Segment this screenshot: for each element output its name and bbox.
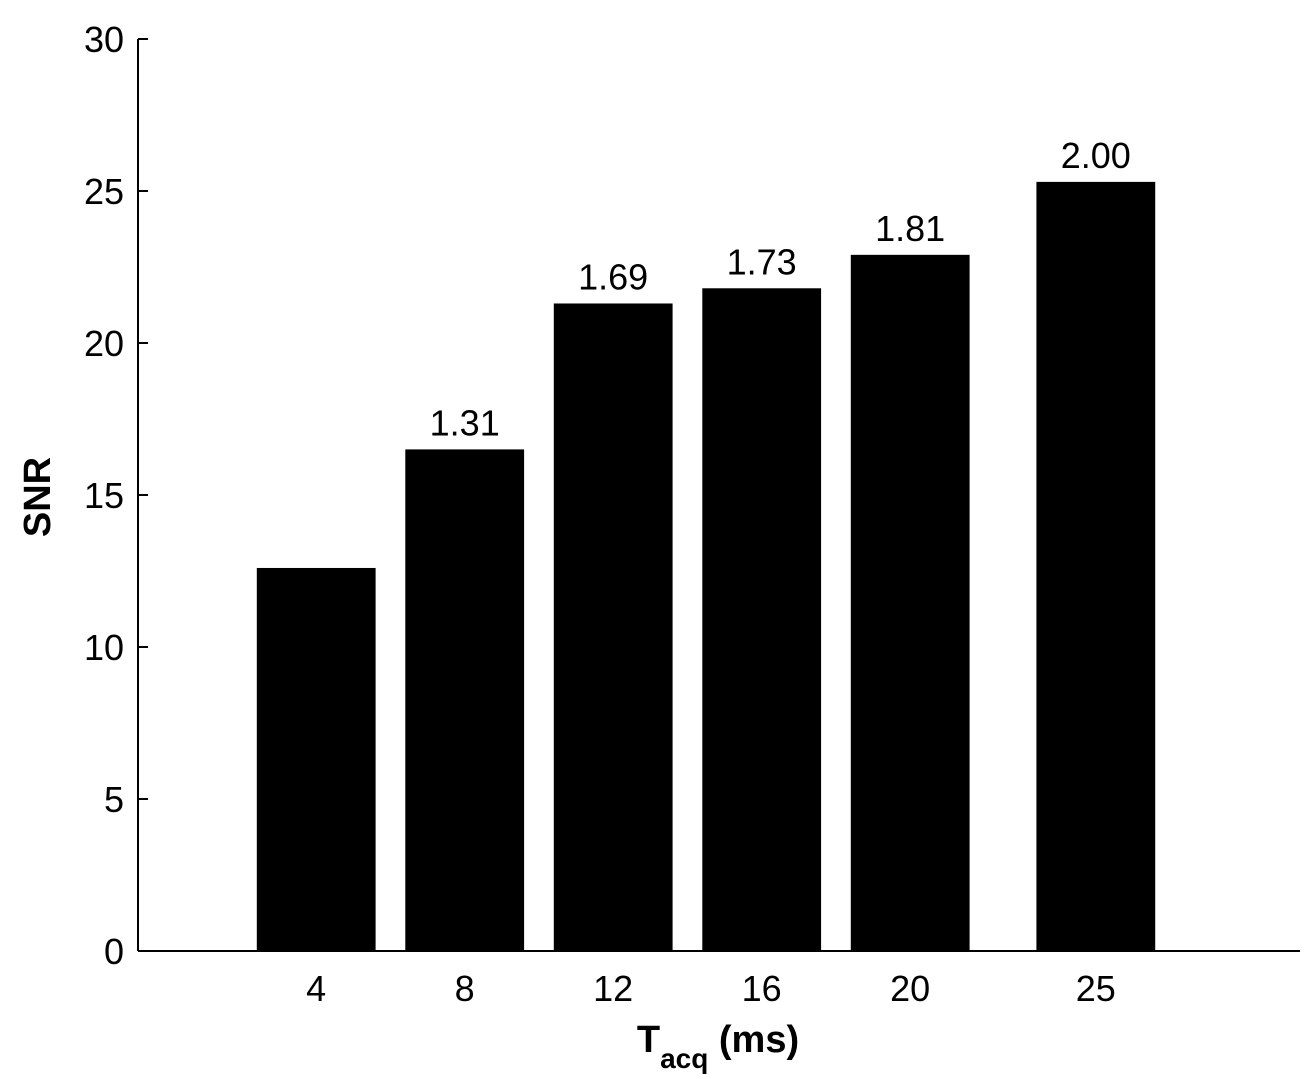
x-axis-title-unit: (ms) bbox=[708, 1019, 799, 1061]
x-tick-label-8: 8 bbox=[455, 968, 475, 1009]
x-tick-label-16: 16 bbox=[742, 968, 782, 1009]
y-tick-label-30: 30 bbox=[84, 19, 124, 60]
y-tick-label-25: 25 bbox=[84, 171, 124, 212]
data-label-25: 2.00 bbox=[1061, 135, 1131, 176]
x-axis-title: Tacq (ms) bbox=[637, 1019, 799, 1074]
x-tick-label-20: 20 bbox=[890, 968, 930, 1009]
y-axis-title: SNR bbox=[17, 457, 59, 537]
x-tick-label-25: 25 bbox=[1076, 968, 1116, 1009]
bar-25 bbox=[1036, 181, 1156, 951]
x-axis-title-main: T bbox=[637, 1019, 660, 1061]
y-tick-label-10: 10 bbox=[84, 627, 124, 668]
data-label-20: 1.81 bbox=[875, 208, 945, 249]
x-axis-title-subscript: acq bbox=[660, 1043, 708, 1074]
x-tick-label-4: 4 bbox=[306, 968, 326, 1009]
y-tick-label-5: 5 bbox=[104, 779, 124, 820]
y-tick-label-0: 0 bbox=[104, 931, 124, 972]
bar-20 bbox=[850, 254, 970, 952]
x-ticks-group: 4 8 12 16 20 25 bbox=[306, 968, 1116, 1009]
y-tick-label-15: 15 bbox=[84, 475, 124, 516]
data-labels-group: 1.31 1.69 1.73 1.81 2.00 bbox=[430, 135, 1131, 444]
bar-16 bbox=[702, 288, 822, 951]
bars-group bbox=[256, 181, 1156, 952]
bar-12 bbox=[553, 303, 673, 952]
y-ticks-group: 0 5 10 15 20 25 30 bbox=[84, 19, 148, 972]
data-label-16: 1.73 bbox=[727, 241, 797, 282]
bar-4 bbox=[256, 567, 376, 951]
x-tick-label-12: 12 bbox=[593, 968, 633, 1009]
bar-8 bbox=[405, 449, 525, 951]
y-tick-label-20: 20 bbox=[84, 323, 124, 364]
data-label-12: 1.69 bbox=[578, 256, 648, 297]
data-label-8: 1.31 bbox=[430, 402, 500, 443]
